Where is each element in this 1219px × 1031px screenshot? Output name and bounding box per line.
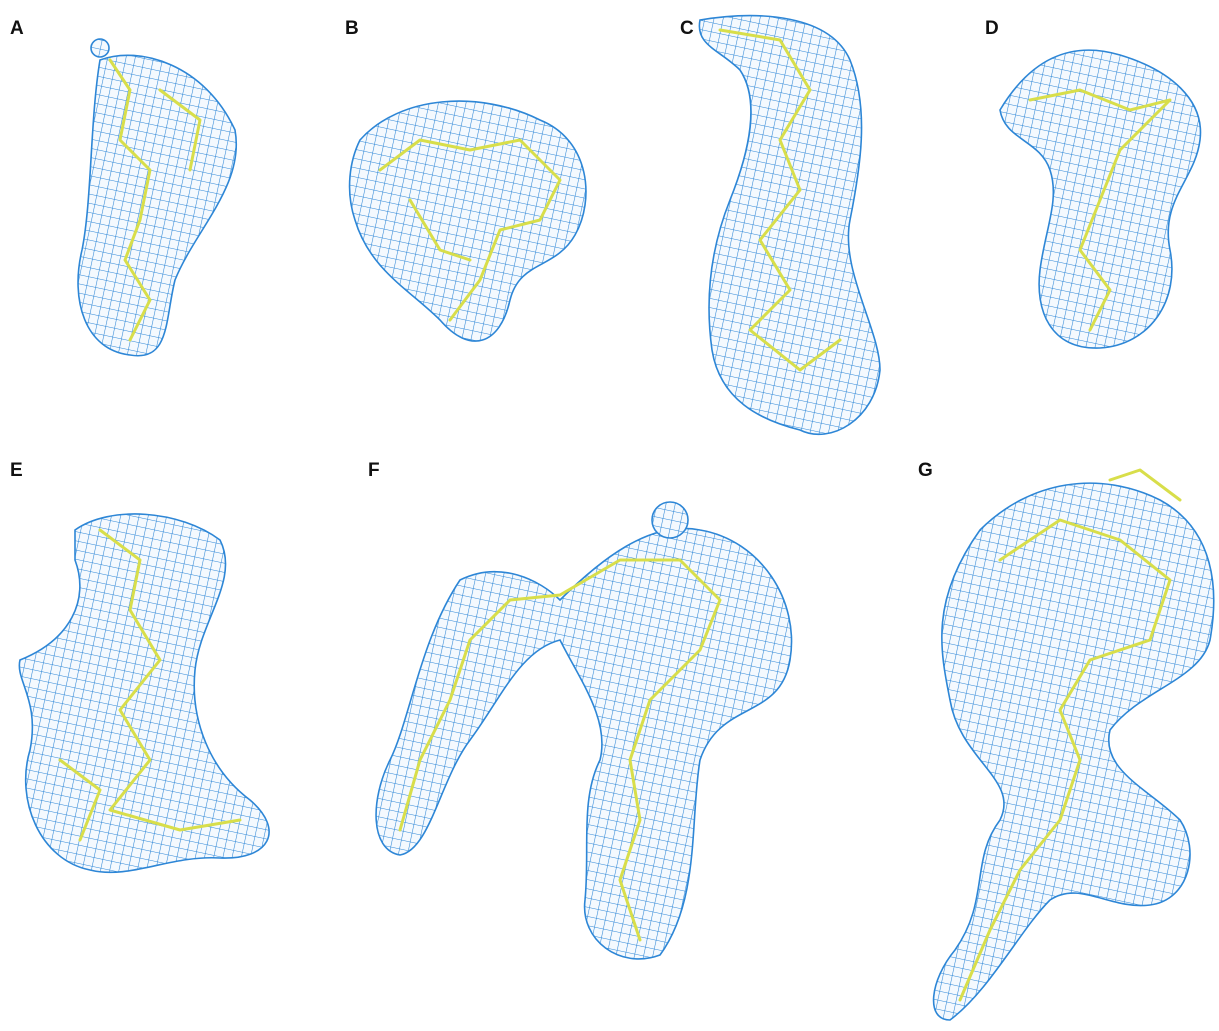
panel-label: F [368,460,380,481]
panel-f: F [368,460,792,959]
panel-label: A [10,18,24,39]
figure: A B C D E F G [0,0,1219,1031]
panel-g: G [918,460,1214,1020]
panel-e: E [10,460,269,872]
panel-b: B [345,18,586,341]
panel-a: A [10,18,236,356]
panel-label: E [10,460,23,481]
panel-label: G [918,460,933,481]
panel-d: D [985,18,1200,348]
panel-c: C [680,16,880,435]
panel-label: D [985,18,999,39]
panel-label: C [680,18,694,39]
panel-label: B [345,18,359,39]
